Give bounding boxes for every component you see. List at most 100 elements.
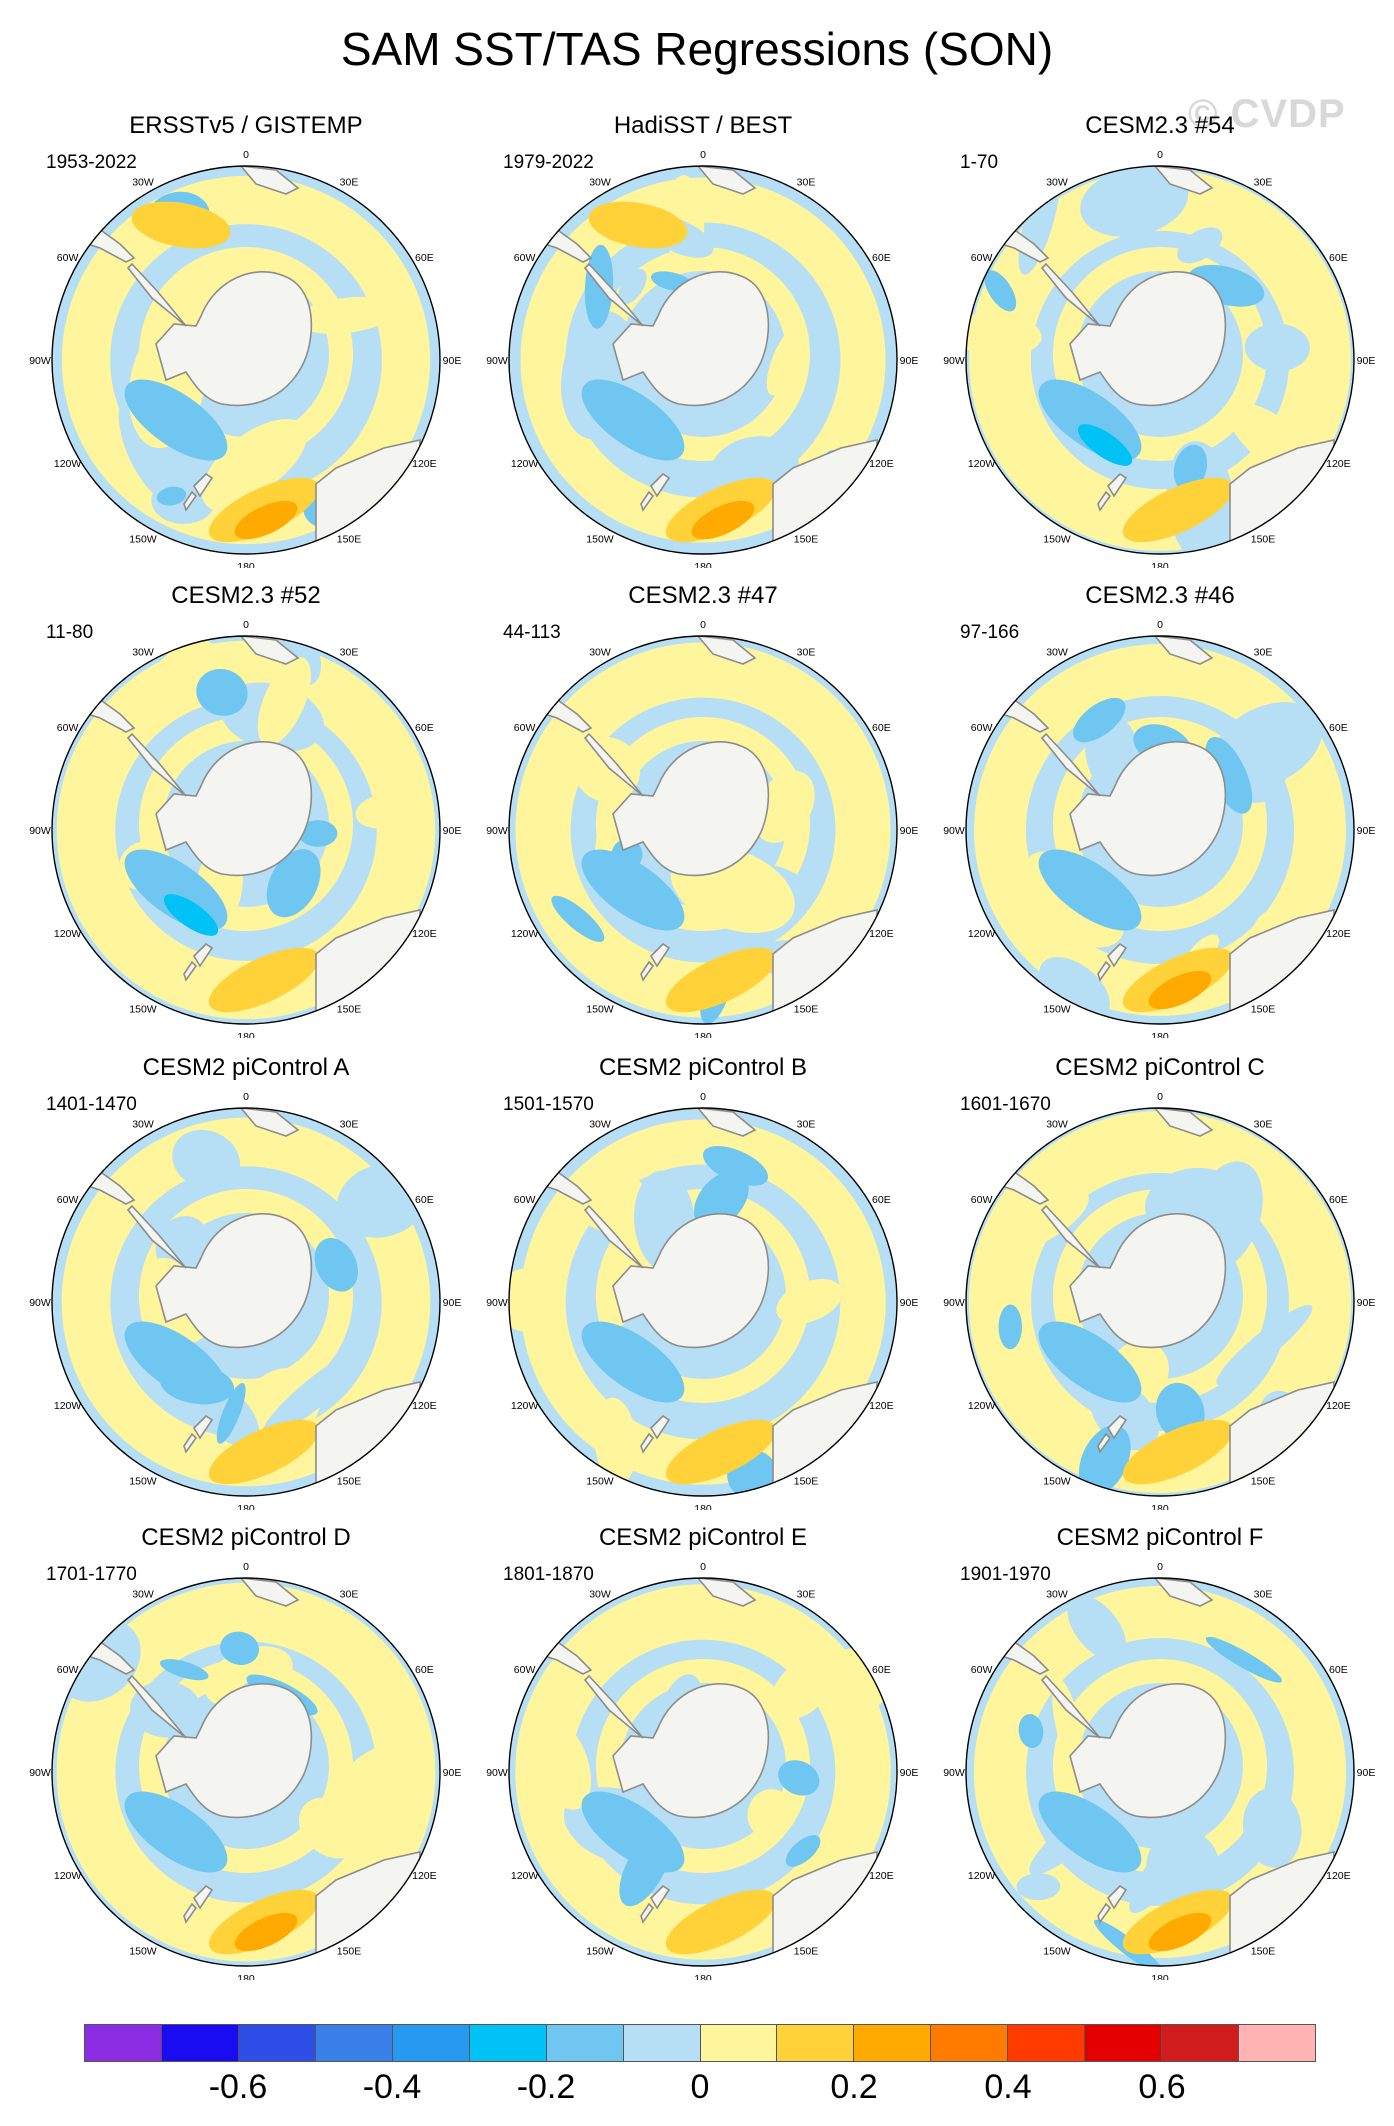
- longitude-label: 150E: [1251, 1945, 1276, 1957]
- polar-stereographic-map: 0 30E 60E 90E 120E 150E 180 150W 120W 90W 60W 30W: [29, 1561, 462, 1980]
- panel-title: CESM2 piControl C: [1055, 1054, 1265, 1081]
- longitude-label: 180: [1151, 561, 1169, 568]
- longitude-label: 120W: [511, 928, 539, 940]
- panel-period: 97-166: [960, 622, 1020, 643]
- field-shading: [509, 166, 897, 554]
- longitude-label: 30E: [797, 177, 816, 189]
- longitude-label: 60W: [57, 722, 79, 734]
- colorbar-tick-label: -0.4: [362, 2068, 422, 2106]
- longitude-label: 90W: [29, 1767, 51, 1779]
- longitude-label: 120E: [869, 1400, 894, 1412]
- map-panel: CESM2 piControl A 1401-1470 0 30E 60E 90E 120E…: [16, 1054, 476, 1524]
- colorbar-segment: [469, 2025, 547, 2061]
- main-title: SAM SST/TAS Regressions (SON): [340, 23, 1054, 75]
- longitude-label: 60E: [872, 1194, 891, 1206]
- longitude-label: 0: [700, 619, 706, 631]
- longitude-label: 30E: [1254, 1589, 1273, 1601]
- longitude-label: 30W: [1046, 177, 1068, 189]
- panel-title: CESM2 piControl F: [1056, 1524, 1264, 1551]
- coastlines: [54, 636, 421, 1020]
- longitude-label: 60E: [872, 1664, 891, 1676]
- coastlines: [54, 166, 421, 550]
- longitude-label: 90E: [443, 355, 462, 367]
- colorbar-tick-label: 0.6: [1138, 2068, 1186, 2106]
- longitude-label: 60W: [971, 722, 993, 734]
- coastlines: [968, 1578, 1335, 1962]
- longitude-label: 90E: [1357, 1767, 1376, 1779]
- longitude-label: 0: [243, 619, 249, 631]
- longitude-label: 180: [237, 1031, 255, 1038]
- longitude-label: 150E: [794, 533, 819, 545]
- panel-title: ERSSTv5 / GISTEMP: [129, 112, 363, 139]
- colorbar-segment: [392, 2025, 470, 2061]
- longitude-label: 120W: [968, 1400, 996, 1412]
- cvdp-watermark: © CVDP: [1188, 92, 1346, 136]
- longitude-label: 90E: [1357, 1297, 1376, 1309]
- map-panel: CESM2.3 #47 44-113 0 30E 60E 90E 120E 150E 180 15…: [473, 582, 933, 1052]
- map-panel: HadiSST / BEST 1979-2022 0 30E 60E 90E 120E 150…: [473, 112, 933, 582]
- longitude-label: 30W: [132, 647, 154, 659]
- longitude-label: 60W: [514, 252, 536, 264]
- longitude-label: 0: [700, 1561, 706, 1573]
- map-panel: ERSSTv5 / GISTEMP 1953-2022 0 30E 60E 90E 120E…: [16, 112, 476, 582]
- coastlines: [511, 1108, 878, 1492]
- polar-stereographic-map: 0 30E 60E 90E 120E 150E 180 150W 120W 90W 60W 30W: [943, 1561, 1376, 1980]
- longitude-label: 30W: [589, 1589, 611, 1601]
- colorbar-segment: [1008, 2025, 1086, 2061]
- longitude-label: 60W: [57, 1194, 79, 1206]
- colorbar-segment: [1162, 2025, 1240, 2061]
- longitude-label: 150W: [586, 533, 614, 545]
- panel-title: CESM2 piControl A: [142, 1054, 350, 1081]
- longitude-label: 120W: [54, 1400, 82, 1412]
- longitude-label: 120W: [511, 1870, 539, 1882]
- longitude-label: 90E: [443, 825, 462, 837]
- longitude-label: 180: [1151, 1031, 1169, 1038]
- panel-title: CESM2.3 #54: [1085, 112, 1235, 139]
- longitude-label: 60E: [415, 252, 434, 264]
- longitude-label: 0: [1157, 1561, 1163, 1573]
- panel-period: 1901-1970: [960, 1564, 1051, 1585]
- polar-stereographic-map: 0 30E 60E 90E 120E 150E 180 150W 120W 90W 60W 30W: [486, 1091, 918, 1510]
- polar-stereographic-map: 0 30E 60E 90E 120E 150E 180 150W 120W 90W 60W 30W: [486, 149, 919, 568]
- map-panel: CESM2 piControl C 1601-1670 0 30E 60E 90E 120E…: [930, 1054, 1390, 1524]
- coastlines: [968, 166, 1335, 550]
- longitude-label: 30W: [589, 177, 611, 189]
- coastlines: [968, 636, 1335, 1020]
- longitude-label: 0: [243, 1091, 249, 1103]
- coastlines: [54, 1578, 421, 1962]
- longitude-label: 180: [694, 1503, 712, 1510]
- panel-title: HadiSST / BEST: [613, 112, 793, 139]
- longitude-label: 0: [243, 149, 249, 161]
- longitude-label: 150W: [586, 1945, 614, 1957]
- longitude-label: 60W: [971, 1194, 993, 1206]
- longitude-label: 30W: [132, 1119, 154, 1131]
- longitude-label: 150E: [1251, 1003, 1276, 1015]
- longitude-label: 30W: [1046, 1589, 1068, 1601]
- longitude-label: 120W: [968, 1870, 996, 1882]
- longitude-label: 90E: [443, 1767, 462, 1779]
- longitude-label: 90W: [486, 355, 508, 367]
- longitude-label: 90W: [29, 825, 51, 837]
- longitude-label: 120E: [412, 458, 437, 470]
- longitude-label: 30E: [340, 1589, 359, 1601]
- longitude-label: 120W: [968, 458, 996, 470]
- panel-title: CESM2 piControl D: [141, 1524, 351, 1551]
- coastlines: [54, 1108, 421, 1492]
- longitude-label: 60E: [1329, 722, 1348, 734]
- map-panel: CESM2.3 #52 11-80 0 30E 60E 90E 120E 150E 180 150…: [16, 582, 476, 1052]
- longitude-label: 60E: [1329, 1664, 1348, 1676]
- field-shading: [52, 1108, 440, 1496]
- longitude-label: 60W: [57, 1664, 79, 1676]
- longitude-label: 90E: [900, 355, 919, 367]
- longitude-label: 30E: [1254, 1119, 1273, 1131]
- panel-period: 1701-1770: [46, 1564, 137, 1585]
- longitude-label: 150W: [129, 533, 157, 545]
- longitude-label: 120E: [1326, 1870, 1351, 1882]
- colorbar-segment: [85, 2025, 162, 2061]
- longitude-label: 120E: [412, 928, 437, 940]
- colorbar-tick-labels: -0.6 -0.4 -0.2 0 0.2 0.4 0.6: [84, 2068, 1316, 2118]
- panel-period: 1801-1870: [503, 1564, 594, 1585]
- longitude-label: 30W: [132, 1589, 154, 1601]
- longitude-label: 120E: [869, 458, 894, 470]
- longitude-label: 0: [1157, 149, 1163, 161]
